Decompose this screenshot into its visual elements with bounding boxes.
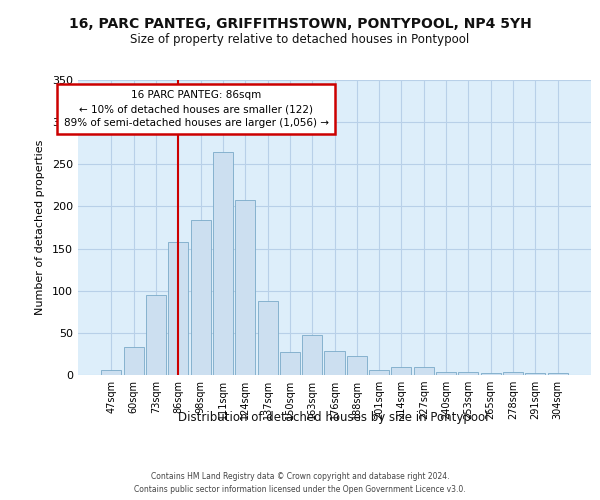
Bar [391, 366, 412, 375]
Bar [369, 370, 389, 375]
Bar [436, 372, 456, 375]
Bar [101, 370, 121, 375]
Text: 16, PARC PANTEG, GRIFFITHSTOWN, PONTYPOOL, NP4 5YH: 16, PARC PANTEG, GRIFFITHSTOWN, PONTYPOO… [68, 18, 532, 32]
Text: Size of property relative to detached houses in Pontypool: Size of property relative to detached ho… [130, 32, 470, 46]
Bar [168, 242, 188, 375]
Bar [481, 374, 501, 375]
Text: 16 PARC PANTEG: 86sqm
← 10% of detached houses are smaller (122)
89% of semi-det: 16 PARC PANTEG: 86sqm ← 10% of detached … [64, 90, 329, 128]
Bar [280, 352, 300, 375]
Bar [124, 347, 144, 375]
Bar [414, 366, 434, 375]
Bar [213, 152, 233, 375]
Bar [302, 334, 322, 375]
Bar [458, 372, 478, 375]
Bar [146, 295, 166, 375]
Bar [257, 301, 278, 375]
Text: Contains HM Land Registry data © Crown copyright and database right 2024.
Contai: Contains HM Land Registry data © Crown c… [134, 472, 466, 494]
Bar [191, 220, 211, 375]
Bar [235, 200, 255, 375]
Bar [325, 352, 344, 375]
Text: Distribution of detached houses by size in Pontypool: Distribution of detached houses by size … [178, 411, 488, 424]
Bar [525, 374, 545, 375]
Y-axis label: Number of detached properties: Number of detached properties [35, 140, 45, 315]
Bar [548, 374, 568, 375]
Bar [503, 372, 523, 375]
Bar [347, 356, 367, 375]
